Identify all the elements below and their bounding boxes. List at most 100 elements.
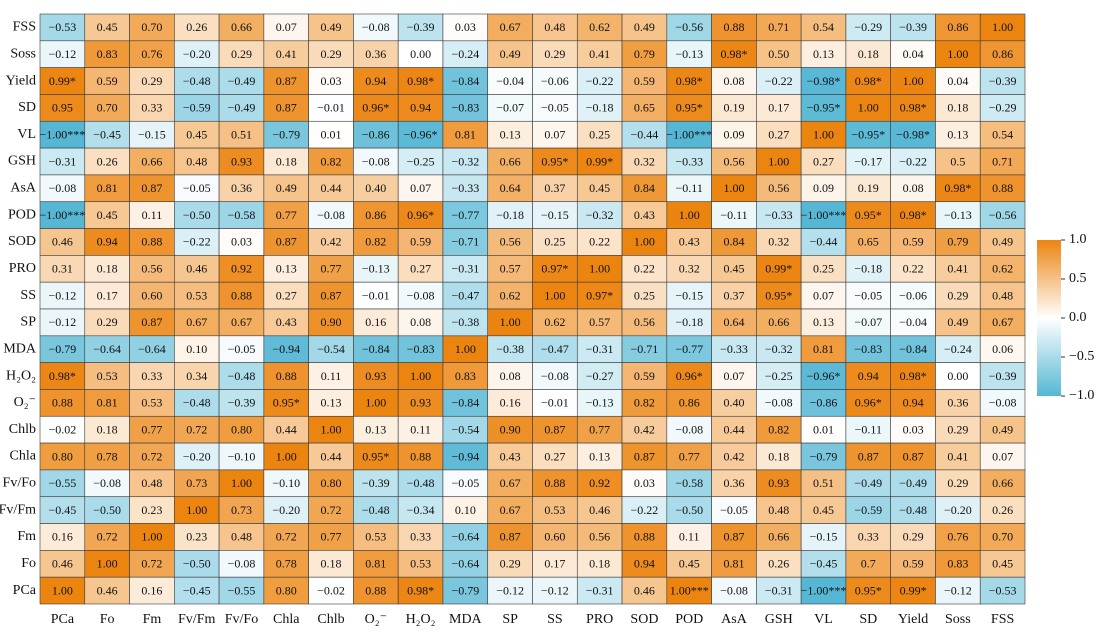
cell-label: −0.12 xyxy=(48,315,76,329)
cell-label: 0.27 xyxy=(768,127,789,141)
heatmap-cell xyxy=(397,67,444,95)
cell-label: 0.56 xyxy=(141,262,162,276)
cell-label: 0.53 xyxy=(410,557,431,571)
x-tick-label: SOD xyxy=(630,612,658,627)
cell-label: 0.83 xyxy=(455,369,476,383)
heatmap-cell xyxy=(621,201,668,229)
cell-label: 0.81 xyxy=(723,557,744,571)
cell-label: −0.33 xyxy=(765,208,793,222)
cell-label: −0.49 xyxy=(899,476,927,490)
cell-label: 0.18 xyxy=(97,262,118,276)
heatmap-cell xyxy=(263,120,309,149)
cell-label: 1.00 xyxy=(858,101,879,115)
cell-label: 0.17 xyxy=(97,288,118,302)
heatmap-cell xyxy=(935,576,981,605)
cell-label: −0.53 xyxy=(989,583,1017,597)
colorbar xyxy=(1037,240,1061,396)
cell-label: −0.27 xyxy=(586,369,614,383)
heatmap-cell xyxy=(487,120,533,149)
heatmap-cell xyxy=(621,335,668,363)
heatmap-cell xyxy=(800,255,847,283)
cell-label: 0.04 xyxy=(903,47,924,61)
heatmap-cell xyxy=(890,228,936,256)
cell-label: 0.82 xyxy=(634,396,655,410)
cell-label: 0.27 xyxy=(276,288,297,302)
heatmap-cell xyxy=(845,255,891,283)
colorbar-tick-label: 1.0 xyxy=(1069,232,1087,247)
cell-label: −0.71 xyxy=(631,342,659,356)
cell-label: 0.25 xyxy=(544,235,565,249)
cell-label: −0.49 xyxy=(854,476,882,490)
cell-label: −0.96* xyxy=(807,369,841,383)
heatmap-cell xyxy=(174,496,220,524)
heatmap-cell xyxy=(39,120,86,149)
cell-label: −0.08 xyxy=(675,422,703,436)
heatmap-cell xyxy=(263,147,309,176)
cell-label: 0.62 xyxy=(500,288,521,302)
heatmap-cell xyxy=(845,94,891,122)
heatmap-cell xyxy=(39,496,86,524)
heatmap-cell xyxy=(487,362,533,390)
heatmap-cell xyxy=(532,147,578,176)
heatmap-cell xyxy=(935,415,981,444)
cell-label: 0.25 xyxy=(813,262,834,276)
cell-label: 0.70 xyxy=(992,530,1013,544)
heatmap-cell xyxy=(174,67,220,95)
cell-label: 0.45 xyxy=(97,20,118,34)
heatmap-cell xyxy=(442,147,489,176)
heatmap-cell xyxy=(711,550,757,578)
cell-label: −0.86 xyxy=(362,127,390,141)
cell-label: 0.27 xyxy=(544,449,565,463)
cell-label: 0.95* xyxy=(676,101,703,115)
cell-label: 0.66 xyxy=(992,476,1013,490)
cell-label: 0.48 xyxy=(141,476,162,490)
cell-label: 0.36 xyxy=(723,476,744,490)
heatmap-cell xyxy=(39,94,86,122)
cell-label: 0.73 xyxy=(231,503,252,517)
x-tick-label: PRO xyxy=(586,612,613,627)
heatmap-cell xyxy=(711,13,757,42)
heatmap-cell xyxy=(756,147,802,176)
heatmap-cell xyxy=(84,67,130,95)
heatmap-cell xyxy=(263,281,309,310)
heatmap-cell xyxy=(308,389,354,417)
heatmap-cell xyxy=(129,576,175,605)
cell-label: 0.86 xyxy=(992,47,1013,61)
heatmap-cell xyxy=(263,40,309,68)
cell-label: −0.34 xyxy=(407,503,435,517)
cell-label: 0.57 xyxy=(589,315,610,329)
cell-label: 0.13 xyxy=(589,449,610,463)
cell-label: 0.94 xyxy=(97,235,118,249)
heatmap-cell xyxy=(845,415,891,444)
cell-label: 0.77 xyxy=(321,530,342,544)
cell-label: 1.00*** xyxy=(670,583,709,597)
heatmap-cell xyxy=(666,576,712,605)
cell-label: −0.84 xyxy=(451,396,479,410)
cell-label: 0.98* xyxy=(944,181,971,195)
heatmap-cell xyxy=(218,576,265,605)
cell-label: 0.26 xyxy=(97,154,118,168)
cell-label: −0.05 xyxy=(541,101,569,115)
cell-label: −0.50 xyxy=(183,208,211,222)
cell-label: 1.00 xyxy=(992,20,1013,34)
y-tick-label: Chlb xyxy=(9,422,36,437)
heatmap-cell xyxy=(218,308,265,337)
cell-label: −0.15 xyxy=(138,127,166,141)
cell-label: 0.94 xyxy=(858,369,879,383)
cell-label: 0.04 xyxy=(947,74,968,88)
cell-label: 0.94 xyxy=(903,396,924,410)
cell-label: 0.98* xyxy=(407,74,434,88)
cell-label: −0.95* xyxy=(851,127,885,141)
heatmap-cell xyxy=(756,281,802,310)
heatmap-cell xyxy=(756,120,802,149)
heatmap-cell xyxy=(353,335,399,363)
cell-label: −0.77 xyxy=(675,342,703,356)
cell-label: 0.95* xyxy=(273,396,300,410)
cell-label: −0.45 xyxy=(183,583,211,597)
cell-label: 0.88 xyxy=(410,449,431,463)
cell-label: 0.40 xyxy=(723,396,744,410)
heatmap-cell xyxy=(935,13,981,42)
cell-label: 0.18 xyxy=(858,47,879,61)
cell-label: 0.41 xyxy=(276,47,297,61)
heatmap-cell xyxy=(308,120,354,149)
